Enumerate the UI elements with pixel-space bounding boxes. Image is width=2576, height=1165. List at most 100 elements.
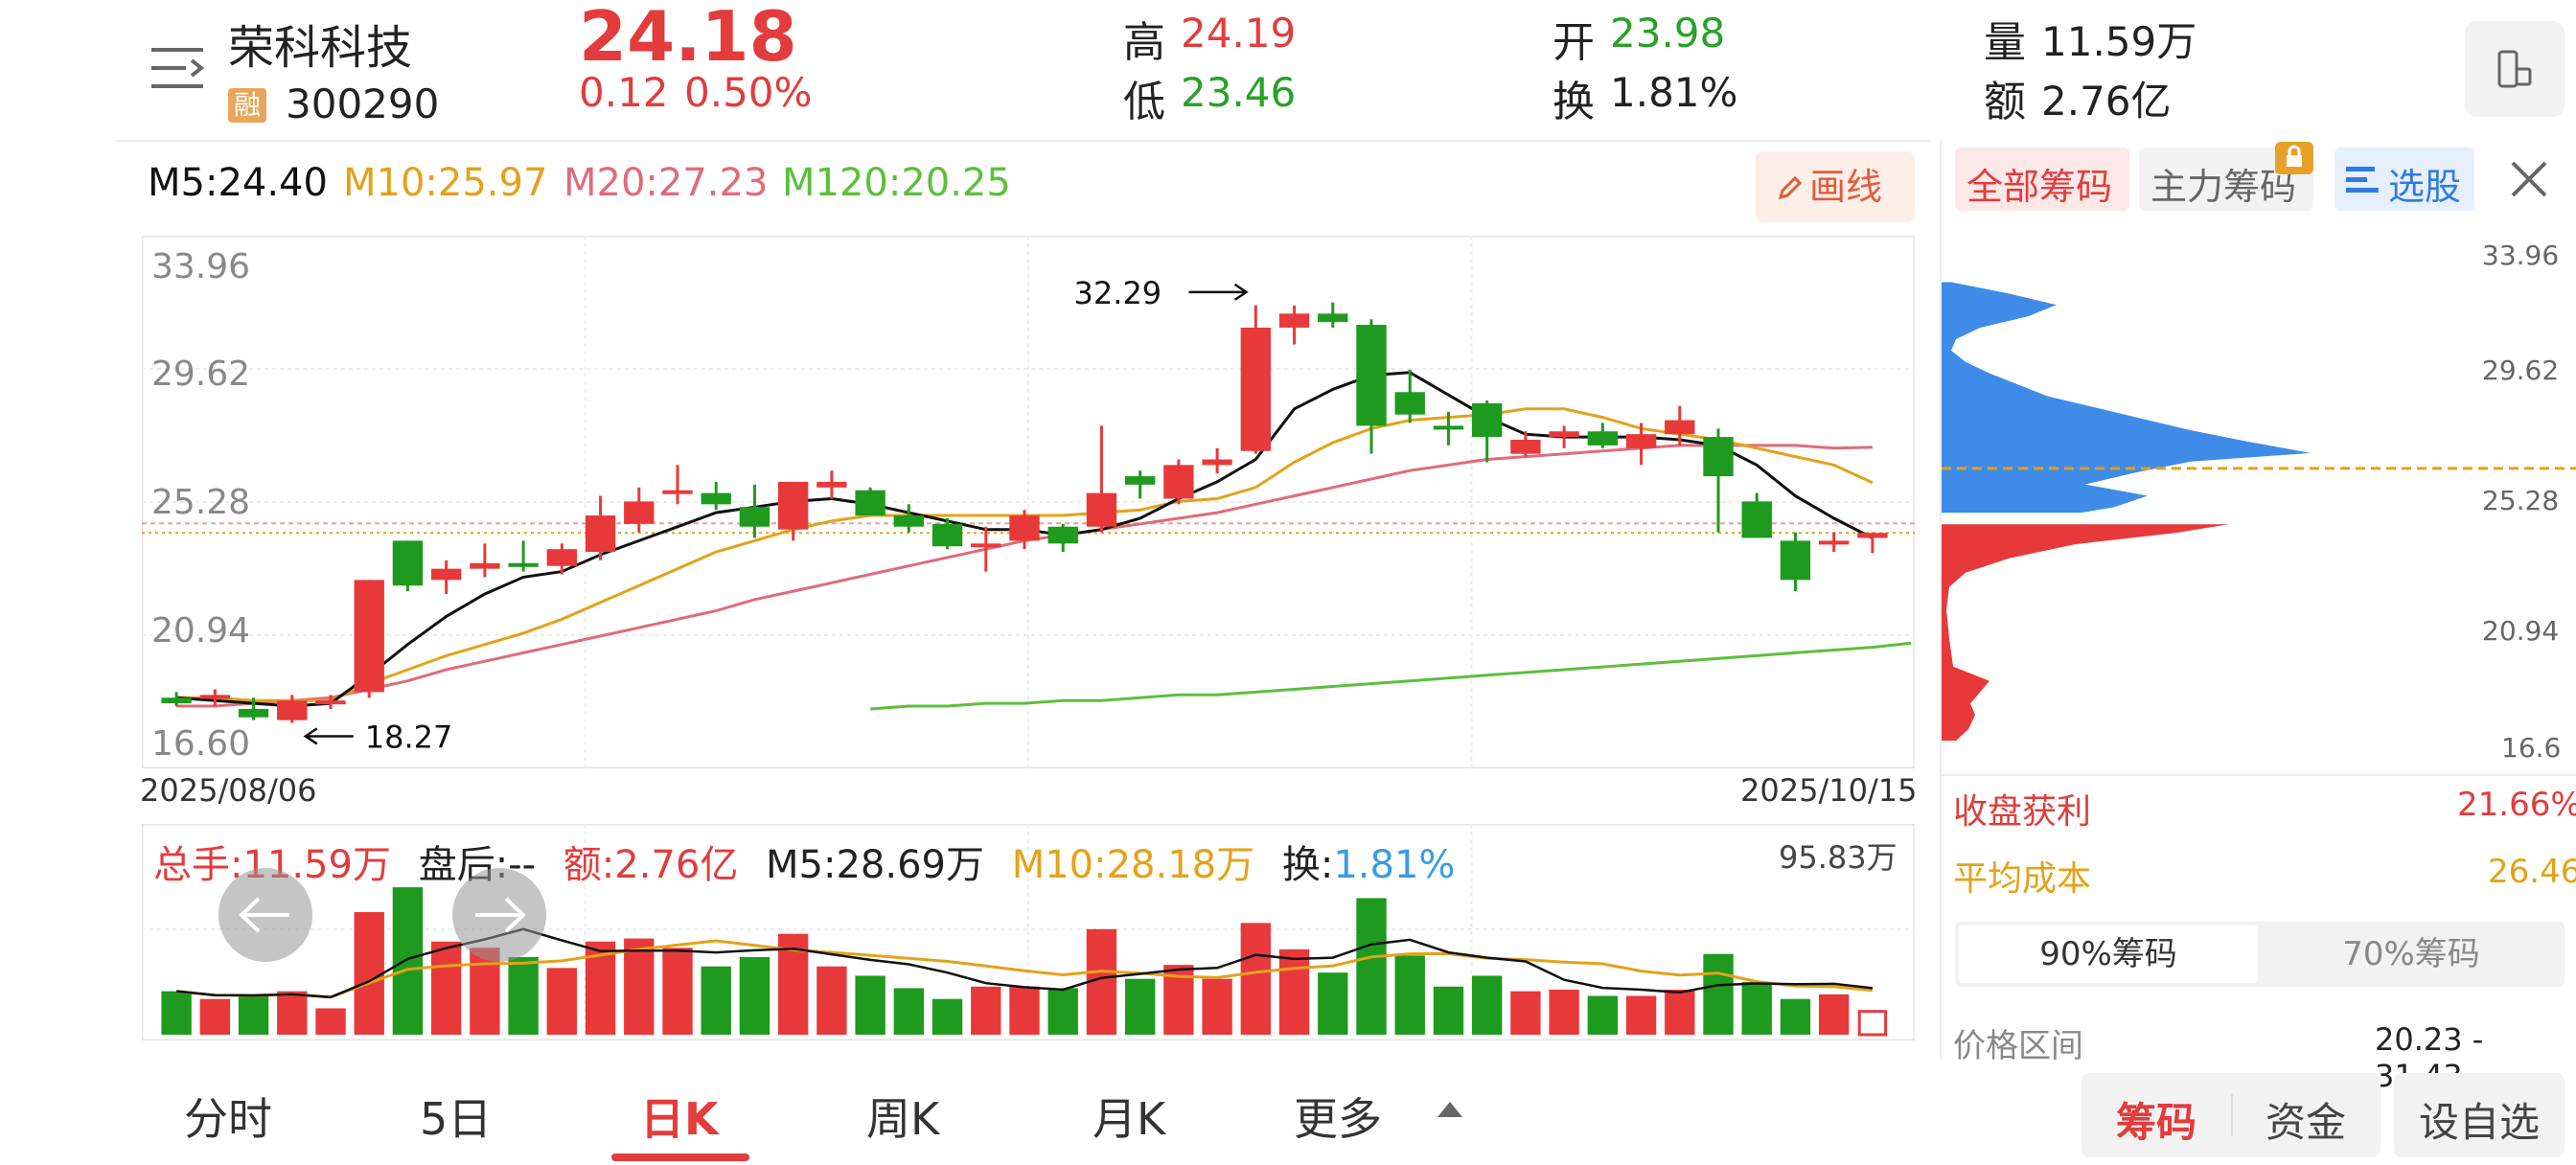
price-axis-label: 33.96	[151, 247, 251, 286]
chips-button[interactable]: 筹码	[2116, 1099, 2197, 1146]
tab-5day[interactable]: 5日	[420, 1093, 493, 1145]
header-divider	[115, 140, 1930, 142]
vol-ma5-line	[175, 927, 1874, 999]
menu-icon[interactable]	[151, 44, 205, 92]
chip-axis-label: 20.94	[2482, 615, 2560, 647]
tab-intraday[interactable]: 分时	[184, 1093, 272, 1145]
price-axis-label: 29.62	[151, 354, 251, 394]
candle-body	[1318, 313, 1348, 323]
prev-period-button[interactable]	[218, 868, 312, 962]
candle-body	[893, 515, 925, 527]
vol-turnover-value: 1.81%	[1333, 843, 1456, 887]
stock-name: 荣科科技	[228, 21, 413, 75]
lock-icon	[2275, 142, 2313, 174]
candle-body	[1587, 431, 1619, 445]
volume-bar	[701, 966, 731, 1035]
candle-body	[238, 708, 269, 718]
volume-chart[interactable]	[142, 824, 1915, 1040]
volume-bar	[1510, 991, 1541, 1035]
price-axis-label: 20.94	[151, 611, 251, 651]
tab-more[interactable]: 更多	[1294, 1093, 1382, 1145]
volume-bar	[624, 938, 655, 1035]
volume-bar	[1240, 923, 1272, 1035]
candle-body	[1549, 431, 1579, 438]
amount-value: 2.76亿	[2041, 78, 2172, 125]
candle-body	[1857, 533, 1888, 538]
volume-bar	[1278, 948, 1310, 1035]
stock-picker-button[interactable]: 选股	[2334, 148, 2474, 211]
candle-body	[624, 501, 655, 524]
volume-bar	[430, 941, 462, 1035]
chip-stats-divider	[1942, 774, 2576, 776]
landscape-toggle-button[interactable]	[2465, 21, 2564, 117]
avg-cost-label: 平均成本	[1953, 859, 2092, 899]
close-icon[interactable]	[2509, 159, 2549, 199]
candle-body	[546, 549, 578, 566]
candle-body	[277, 700, 308, 720]
candle-body	[430, 568, 462, 581]
arrow-right-icon	[475, 897, 526, 933]
ma5-legend: M5:24.40	[148, 161, 328, 205]
volume-bar	[1857, 1010, 1888, 1037]
low-price-annotation: 18.27	[365, 719, 453, 755]
price-change-pct: 0.50%	[684, 69, 813, 116]
candle-body	[470, 562, 500, 569]
low-arrow	[303, 727, 354, 745]
price-range-label: 价格区间	[1953, 1027, 2083, 1065]
chip-panel-divider	[1940, 140, 1942, 1060]
caret-up-icon[interactable]	[1436, 1100, 1464, 1119]
candle-body	[161, 697, 192, 704]
ma120-legend: M120:20.25	[782, 161, 1011, 205]
tab-70pct-chips[interactable]: 70%筹码	[2262, 925, 2561, 983]
stock-picker-label: 选股	[2388, 166, 2462, 208]
volume-legend: 总手:11.59万 盘后:-- 额:2.76亿 M5:28.69万 M10:28…	[153, 834, 1455, 889]
tab-all-chips[interactable]: 全部筹码	[1955, 148, 2129, 211]
draw-line-button[interactable]: 画线	[1756, 151, 1915, 222]
price-change: 0.12	[579, 69, 669, 116]
candle-body	[739, 507, 770, 527]
next-period-button[interactable]	[452, 868, 546, 962]
tab-weekly-k[interactable]: 周K	[866, 1093, 940, 1145]
candle-body	[508, 562, 539, 567]
funds-button[interactable]: 资金	[2266, 1099, 2347, 1146]
candle-body	[1278, 313, 1310, 328]
turnover-value: 1.81%	[1610, 69, 1738, 116]
kline-chart[interactable]: 32.29 18.27	[142, 236, 1915, 768]
date-end: 2025/10/15	[1740, 772, 1918, 809]
candle-body	[1510, 440, 1541, 454]
volume-bar	[739, 957, 770, 1035]
chip-axis-label: 29.62	[2482, 354, 2560, 386]
volume-bar	[1124, 978, 1156, 1035]
candle-body	[1703, 437, 1734, 477]
candle-body	[392, 540, 424, 586]
tab-90pct-label: 90%筹码	[2039, 935, 2177, 973]
volume-value: 11.59万	[2041, 18, 2197, 65]
volume-bar	[1780, 998, 1811, 1035]
tab-90pct-chips[interactable]: 90%筹码	[1959, 925, 2258, 983]
candle-body	[1356, 325, 1387, 426]
candle-body	[1394, 392, 1425, 415]
tab-daily-k[interactable]: 日K	[640, 1093, 719, 1145]
ma10-legend: M10:25.97	[343, 161, 548, 205]
volume-bar	[392, 887, 424, 1035]
candle-body	[1047, 526, 1078, 544]
candle-body	[1163, 465, 1194, 499]
vol-amount: 额:2.76亿	[563, 843, 739, 887]
volume-bar	[315, 1008, 346, 1035]
open-label: 开	[1552, 18, 1595, 67]
chips-funds-switch: 筹码 资金	[2082, 1073, 2380, 1157]
add-watchlist-button[interactable]: 设自选	[2394, 1073, 2564, 1157]
volume-bar	[816, 966, 847, 1035]
volume-bar	[546, 968, 578, 1035]
volume-bar	[1202, 978, 1232, 1035]
tab-main-chips[interactable]: 主力筹码	[2139, 142, 2313, 211]
volume-bar	[855, 975, 886, 1035]
chip-profile-profit	[1942, 524, 2229, 742]
volume-bar	[662, 948, 693, 1035]
candle-body	[1086, 492, 1117, 527]
volume-max: 95.83万	[1779, 839, 1898, 876]
candle-body	[354, 580, 384, 693]
volume-bar	[277, 991, 308, 1035]
price-range-value: 20.23 - 31.43	[2375, 1021, 2484, 1094]
tab-monthly-k[interactable]: 月K	[1092, 1093, 1166, 1145]
